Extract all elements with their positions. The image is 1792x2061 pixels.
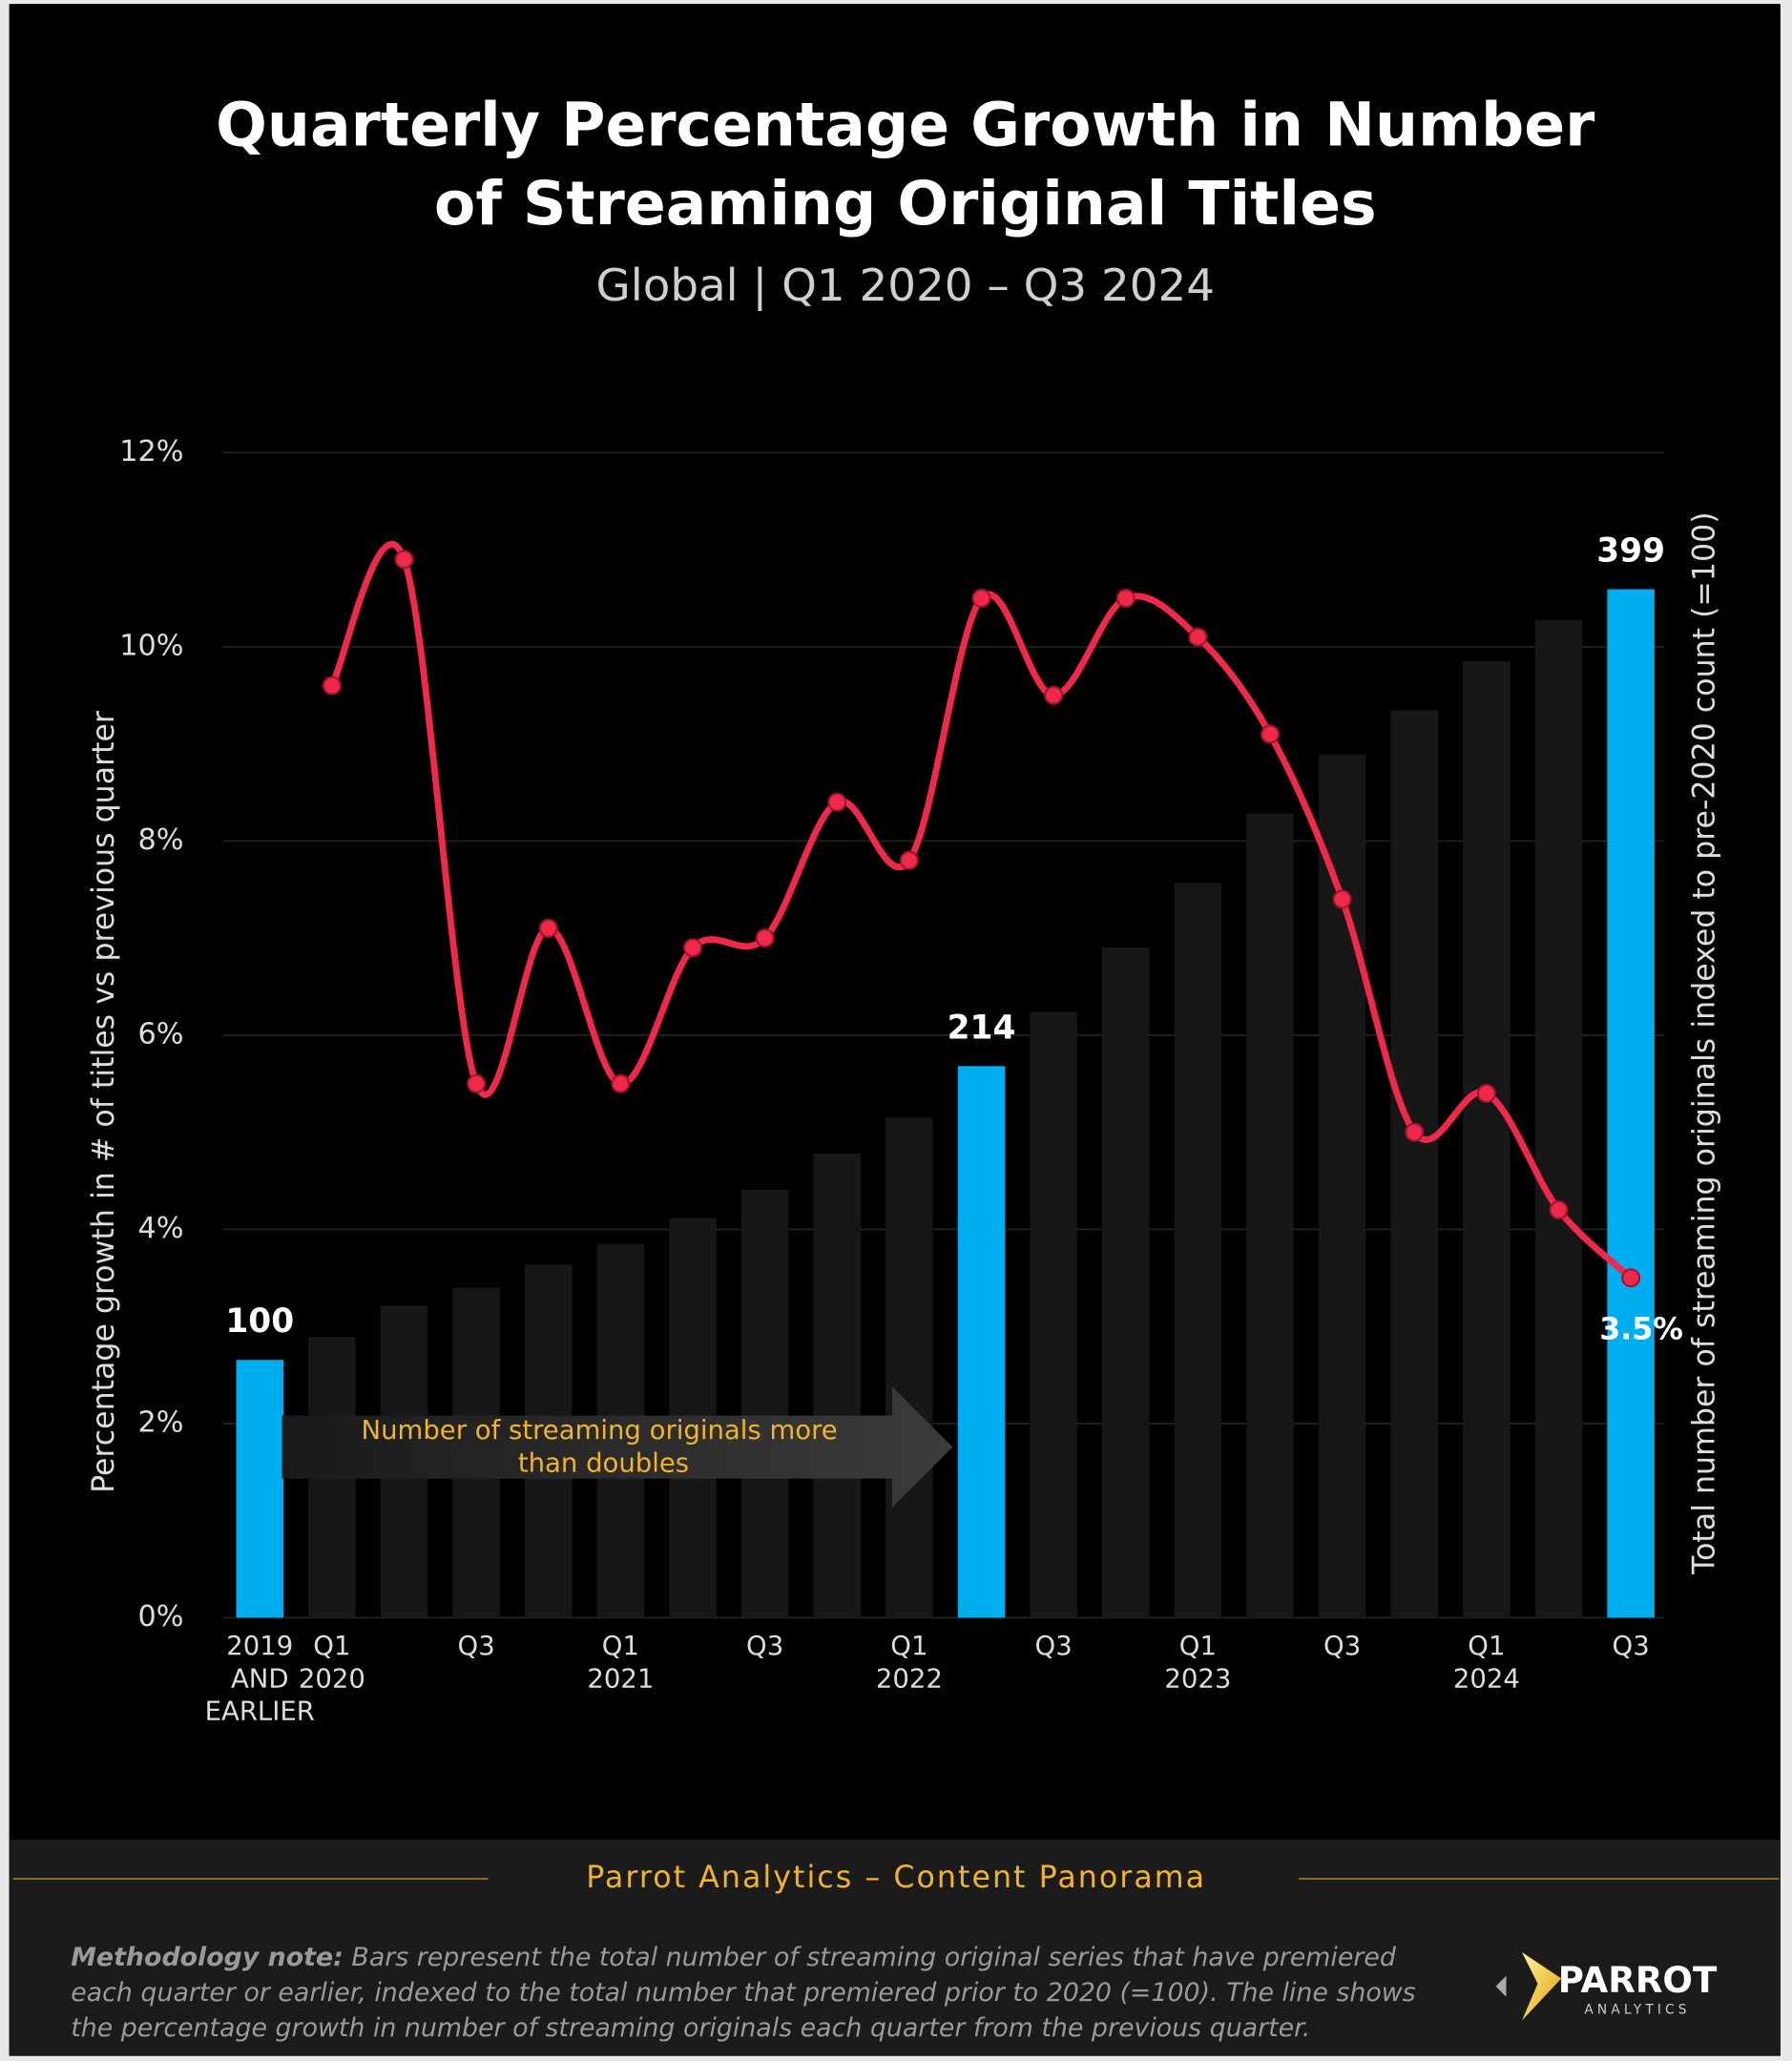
line-marker	[394, 550, 414, 570]
chart-panel: Parrot Analytics – Content Panorama PARR…	[9, 4, 1781, 2056]
y-tick-label: 8%	[138, 823, 184, 857]
line-marker	[683, 938, 702, 958]
logo-mark	[1522, 1952, 1562, 2021]
note-label: Methodology note:	[71, 1942, 344, 1972]
footer-band	[9, 1839, 1781, 2056]
y-tick-label: 0%	[138, 1600, 184, 1634]
y-axis-label: Percentage growth in # of titles vs prev…	[87, 711, 121, 1493]
line-value-label: 3.5%	[1599, 1312, 1683, 1346]
y-tick-label: 12%	[119, 435, 183, 468]
bar	[1174, 883, 1222, 1618]
line-marker	[467, 1073, 487, 1093]
bar-value-label: 100	[225, 1302, 294, 1341]
bar	[1463, 661, 1511, 1618]
line-marker	[1044, 685, 1064, 705]
bar	[1607, 589, 1655, 1618]
x-tick-label: Q3	[457, 1629, 495, 1661]
bar	[1030, 1011, 1077, 1618]
annotation-arrow	[281, 1386, 953, 1508]
x-tick-label: Q1 2021	[587, 1629, 655, 1695]
line-marker	[1476, 1083, 1496, 1103]
line-marker	[538, 918, 558, 938]
bar	[236, 1360, 283, 1618]
note-text: Bars represent the total number of strea…	[71, 1942, 1416, 2043]
y-tick-label: 4%	[138, 1212, 184, 1245]
line-marker	[1549, 1200, 1569, 1219]
bar	[1246, 813, 1294, 1618]
x-tick-label: Q3	[1323, 1629, 1362, 1661]
line-marker	[755, 928, 775, 948]
x-tick-label: Q3	[1612, 1629, 1650, 1661]
chart-subtitle: Global | Q1 2020 – Q3 2024	[595, 260, 1215, 313]
x-tick-label: Q3	[1034, 1629, 1073, 1661]
bar	[886, 1117, 933, 1618]
line-marker	[1188, 627, 1208, 647]
bar	[1534, 619, 1583, 1618]
line-marker	[1621, 1268, 1641, 1288]
line-marker	[1261, 724, 1280, 744]
x-tick-label: Q3	[746, 1629, 784, 1661]
logo-sub: ANALYTICS	[1584, 2003, 1690, 2018]
line-marker	[1405, 1122, 1425, 1142]
line-marker	[971, 589, 991, 608]
methodology-note: Methodology note: Bars represent the tot…	[71, 1939, 1435, 2045]
bar-value-label: 214	[948, 1009, 1016, 1047]
annotation: Number of streaming originals more than …	[362, 1415, 846, 1478]
line-marker	[322, 676, 342, 696]
line	[328, 541, 1634, 1280]
x-tick-label: Q1 2020	[298, 1629, 365, 1695]
bar	[1102, 947, 1150, 1618]
x-tick-label: Q1 2024	[1452, 1629, 1520, 1695]
y2-axis-label: Total number of streaming originals inde…	[1688, 511, 1722, 1574]
x-tick-label: 2019 AND EARLIER	[204, 1629, 315, 1727]
bar	[1390, 710, 1438, 1618]
line-marker	[611, 1073, 631, 1093]
y-tick-label: 2%	[138, 1405, 184, 1439]
chart-title: Quarterly Percentage Growth in Number of…	[216, 89, 1595, 239]
bar	[813, 1154, 861, 1618]
y-tick-label: 10%	[119, 629, 183, 662]
bar	[957, 1066, 1006, 1618]
line-marker	[1332, 889, 1352, 909]
line-marker	[899, 850, 919, 870]
chart: Parrot Analytics – Content Panorama PARR…	[9, 435, 1781, 2056]
x-tick-label: Q1 2022	[875, 1629, 943, 1695]
line-marker	[1115, 589, 1136, 608]
logo-mark	[1495, 1975, 1507, 1997]
bar	[1318, 754, 1366, 1618]
logo: PARROT	[1558, 1960, 1718, 2001]
source: Parrot Analytics – Content Panorama	[586, 1861, 1206, 1895]
bar	[740, 1189, 789, 1618]
line-marker	[827, 792, 847, 812]
x-tick-label: Q1 2023	[1164, 1629, 1232, 1695]
y-tick-label: 6%	[138, 1017, 184, 1051]
bar-value-label: 399	[1596, 532, 1665, 571]
